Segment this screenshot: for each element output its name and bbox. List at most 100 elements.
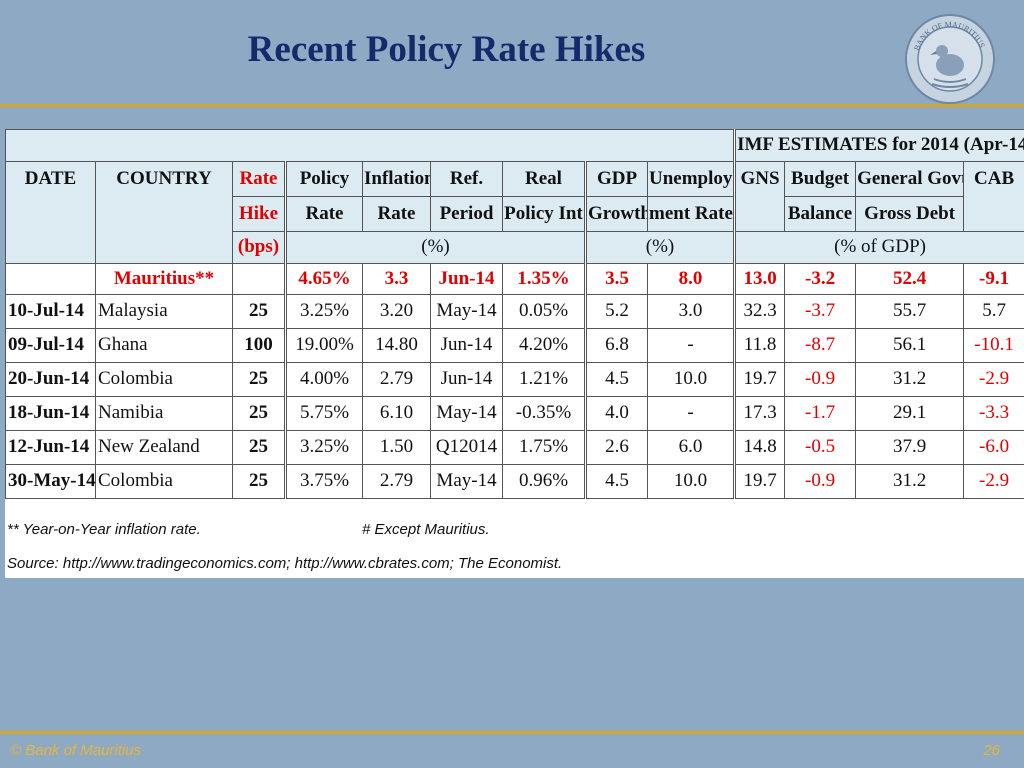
unemployment-cell: 3.0: [646, 294, 736, 329]
gross-debt-cell: 29.1: [855, 396, 965, 431]
policy-rate-header-line2: Rate: [284, 196, 363, 232]
gross-debt-header-line1: General Govt: [855, 161, 965, 197]
policy-rate-cell: 3.75%: [284, 464, 363, 499]
unemployment-header-line1: Unemploy-: [646, 161, 736, 197]
unemployment-cell: -: [646, 328, 736, 363]
mauritius-real-int: 1.35%: [502, 263, 586, 295]
budget-balance-cell: -0.9: [784, 362, 857, 397]
budget-balance-header-line1: Budget: [784, 161, 857, 197]
units-row: (bps) (%) (%) (% of GDP): [6, 231, 1024, 264]
gross-debt-header-line2: Gross Debt: [855, 196, 965, 232]
inflation-cell: 2.79: [362, 362, 431, 397]
real-policy-int-cell: -0.35%: [502, 396, 586, 431]
unemployment-cell: -: [646, 396, 736, 431]
mauritius-gns: 13.0: [733, 263, 786, 295]
gdp-growth-cell: 4.0: [584, 396, 648, 431]
gross-debt-cell: 56.1: [855, 328, 965, 363]
units-percent-b: (%): [583, 231, 736, 264]
gns-cell: 14.8: [733, 430, 786, 465]
rate-hike-cell: 100: [232, 328, 286, 363]
rate-hike-header-line1: Rate: [232, 161, 286, 197]
inflation-header-line2: Rate: [362, 196, 431, 232]
policy-rate-header-line1: Policy: [284, 161, 363, 197]
imf-estimates-header: IMF ESTIMATES for 2014 (Apr-14 WEO) #: [734, 129, 1024, 162]
date-cell: 20-Jun-14: [5, 362, 96, 397]
ref-period-cell: Jun-14: [430, 362, 503, 397]
policy-rate-cell: 19.00%: [284, 328, 363, 363]
cab-header: CAB: [963, 161, 1024, 232]
budget-balance-cell: -8.7: [784, 328, 857, 363]
mauritius-ref-period: Jun-14: [430, 263, 503, 295]
real-policy-int-cell: 0.96%: [502, 464, 586, 499]
ref-period-header-line1: Ref.: [430, 161, 503, 197]
country-cell: New Zealand: [95, 430, 233, 465]
mauritius-inflation: 3.3: [362, 263, 431, 295]
country-header: COUNTRY: [95, 161, 233, 264]
unemployment-cell: 6.0: [646, 430, 736, 465]
gdp-growth-cell: 4.5: [584, 464, 648, 499]
country-cell: Malaysia: [95, 294, 233, 329]
rate-hike-cell: 25: [232, 396, 286, 431]
gdp-growth-header-line2: Growth: [584, 196, 648, 232]
ref-period-cell: May-14: [430, 294, 503, 329]
table-row: 10-Jul-14 Malaysia 25 3.25% 3.20 May-14 0.05% 5…: [5, 294, 1024, 329]
policy-rate-cell: 4.00%: [284, 362, 363, 397]
gns-cell: 32.3: [733, 294, 786, 329]
mauritius-gdp-growth: 3.5: [584, 263, 648, 295]
cab-cell: -6.0: [963, 430, 1024, 465]
rate-hikes-table-panel: IMF ESTIMATES for 2014 (Apr-14 WEO) # DA…: [4, 129, 1024, 578]
ref-period-header-line2: Period: [430, 196, 503, 232]
real-policy-int-cell: 1.75%: [502, 430, 586, 465]
policy-rate-cell: 5.75%: [284, 396, 363, 431]
cab-cell: -2.9: [963, 362, 1024, 397]
rate-hike-header-line3: (bps): [232, 231, 286, 264]
column-header-row-1: DATE COUNTRY Rate Policy Inflation Ref. …: [5, 161, 1024, 264]
ref-period-cell: Jun-14: [430, 328, 503, 363]
budget-balance-cell: -0.9: [784, 464, 857, 499]
gns-cell: 19.7: [733, 464, 786, 499]
note-except-mauritius: # Except Mauritius.: [362, 521, 490, 538]
country-cell: Colombia: [95, 362, 233, 397]
mauritius-country: Mauritius**: [95, 263, 233, 295]
top-gold-rule: [0, 104, 1024, 107]
inflation-cell: 1.50: [362, 430, 431, 465]
cab-cell: -2.9: [963, 464, 1024, 499]
date-cell: 10-Jul-14: [5, 294, 96, 329]
inflation-cell: 14.80: [362, 328, 431, 363]
country-cell: Colombia: [95, 464, 233, 499]
gdp-growth-cell: 2.6: [584, 430, 648, 465]
units-percent-a: (%): [284, 231, 586, 264]
footer-page-number: 26: [983, 742, 1000, 759]
ref-period-cell: May-14: [430, 464, 503, 499]
table-row: 20-Jun-14 Colombia 25 4.00% 2.79 Jun-14 1.21% 4…: [5, 362, 1024, 397]
budget-balance-header-line2: Balance: [784, 196, 857, 232]
gross-debt-cell: 55.7: [855, 294, 965, 329]
country-cell: Namibia: [95, 396, 233, 431]
gns-cell: 17.3: [733, 396, 786, 431]
table-row: 30-May-14 Colombia 25 3.75% 2.79 May-14 0.96% 4…: [5, 464, 1024, 499]
budget-balance-cell: -1.7: [784, 396, 857, 431]
bank-of-mauritius-seal-logo: BANK OF MAURITIUS: [905, 14, 995, 104]
table-row: 12-Jun-14 New Zealand 25 3.25% 1.50 Q12014 1.7…: [5, 430, 1024, 465]
date-cell: 30-May-14: [5, 464, 96, 499]
cab-cell: -3.3: [963, 396, 1024, 431]
policy-rate-cell: 3.25%: [284, 430, 363, 465]
gross-debt-cell: 31.2: [855, 464, 965, 499]
date-header: DATE: [5, 161, 96, 264]
footer-copyright: © Bank of Mauritius: [10, 742, 142, 759]
gdp-growth-header-line1: GDP: [584, 161, 648, 197]
rate-hike-cell: 25: [232, 362, 286, 397]
real-policy-int-cell: 1.21%: [502, 362, 586, 397]
country-cell: Ghana: [95, 328, 233, 363]
rate-hike-cell: 25: [232, 464, 286, 499]
budget-balance-cell: -3.7: [784, 294, 857, 329]
date-cell: 12-Jun-14: [5, 430, 96, 465]
budget-balance-cell: -0.5: [784, 430, 857, 465]
rate-hike-cell: 25: [232, 430, 286, 465]
gns-header: GNS: [733, 161, 786, 232]
policy-rate-cell: 3.25%: [284, 294, 363, 329]
mauritius-unemployment: 8.0: [646, 263, 736, 295]
inflation-cell: 6.10: [362, 396, 431, 431]
unemployment-header-line2: ment Rate: [646, 196, 736, 232]
cab-cell: -10.1: [963, 328, 1024, 363]
